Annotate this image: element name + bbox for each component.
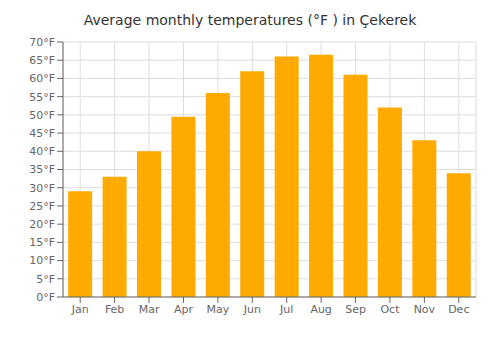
svg-text:60°F: 60°F	[29, 72, 55, 85]
svg-text:10°F: 10°F	[29, 254, 55, 267]
svg-text:Oct: Oct	[380, 303, 400, 316]
svg-text:5°F: 5°F	[36, 273, 55, 286]
svg-text:Jun: Jun	[243, 303, 261, 316]
svg-text:20°F: 20°F	[29, 218, 55, 231]
svg-text:Mar: Mar	[139, 303, 160, 316]
svg-text:Jul: Jul	[279, 303, 293, 316]
svg-text:Feb: Feb	[105, 303, 124, 316]
svg-text:Apr: Apr	[174, 303, 194, 316]
svg-text:70°F: 70°F	[29, 36, 55, 49]
svg-text:40°F: 40°F	[29, 145, 55, 158]
svg-text:55°F: 55°F	[29, 91, 55, 104]
html-text:Average monthly temperatures (: Average monthly temperatures (°F ) in Çe…	[83, 12, 417, 28]
svg-text:Aug: Aug	[310, 303, 331, 316]
svg-text:30°F: 30°F	[29, 182, 55, 195]
svg-text:65°F: 65°F	[29, 54, 55, 67]
svg-text:May: May	[207, 303, 230, 316]
svg-text:0°F: 0°F	[36, 291, 55, 304]
svg-text:35°F: 35°F	[29, 163, 55, 176]
svg-text:Nov: Nov	[414, 303, 436, 316]
svg-text:Jan: Jan	[71, 303, 89, 316]
svg-text:Dec: Dec	[448, 303, 469, 316]
svg-text:45°F: 45°F	[29, 127, 55, 140]
svg-text:15°F: 15°F	[29, 236, 55, 249]
svg-text:Sep: Sep	[345, 303, 366, 316]
svg-text:25°F: 25°F	[29, 200, 55, 213]
svg-text:50°F: 50°F	[29, 109, 55, 122]
